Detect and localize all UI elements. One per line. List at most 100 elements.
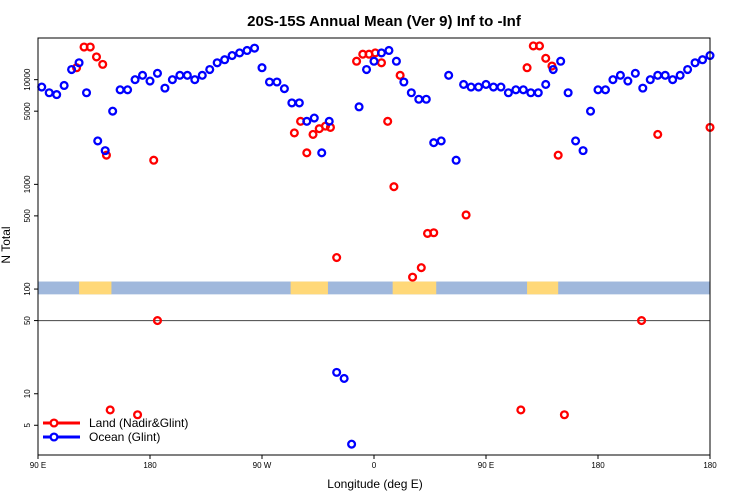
point-series-1-20 [190, 75, 200, 85]
y-tick-label-4: 500 [23, 209, 32, 223]
point-series-1-54 [444, 70, 454, 80]
y-tick-label-2: 50 [23, 316, 32, 325]
point-series-1-81 [645, 75, 655, 85]
point-series-1-82 [653, 70, 663, 80]
point-series-1-7 [93, 136, 103, 146]
x-tick-label-1: 180 [143, 461, 157, 470]
point-series-1-24 [220, 55, 230, 65]
point-series-1-34 [294, 98, 304, 108]
point-series-1-23 [212, 58, 222, 68]
point-series-1-49 [406, 88, 416, 98]
point-series-1-43 [361, 64, 372, 75]
point-series-1-51 [421, 94, 431, 104]
point-series-1-17 [167, 75, 177, 85]
point-series-1-32 [279, 84, 289, 94]
point-series-1-69 [556, 56, 566, 66]
point-series-1-52 [429, 138, 439, 148]
x-axis-label: Longitude (deg E) [327, 477, 422, 491]
point-series-1-12 [130, 75, 140, 85]
point-series-1-14 [145, 76, 155, 86]
point-series-0-30 [461, 210, 471, 220]
point-series-1-74 [593, 85, 603, 95]
point-series-0-29 [429, 228, 439, 238]
point-series-0-31 [516, 405, 526, 415]
point-series-1-0 [37, 82, 47, 92]
point-series-0-40 [653, 129, 663, 139]
y-tick-label-1: 10 [23, 389, 32, 398]
point-series-1-63 [511, 85, 521, 95]
legend: Land (Nadir&Glint)Ocean (Glint) [43, 416, 188, 444]
point-series-0-3 [91, 52, 102, 62]
point-series-1-44 [369, 56, 379, 66]
point-series-1-57 [466, 82, 476, 92]
point-series-1-80 [638, 83, 648, 93]
data-points [37, 41, 715, 449]
point-series-0-26 [408, 272, 418, 282]
point-series-0-24 [389, 182, 399, 192]
x-tick-label-0: 90 E [30, 461, 46, 470]
series-0 [72, 41, 715, 420]
band-land-2 [392, 281, 437, 295]
x-tick-label-3: 0 [372, 461, 377, 470]
point-series-1-21 [197, 70, 207, 80]
point-series-1-8 [100, 146, 110, 156]
point-series-0-25 [395, 70, 405, 80]
point-series-1-62 [503, 88, 513, 98]
legend-marker-1 [49, 432, 59, 442]
point-series-0-12 [302, 148, 312, 158]
point-series-1-27 [242, 45, 252, 56]
point-series-1-86 [683, 64, 693, 75]
legend-label-1: Ocean (Glint) [89, 430, 160, 444]
point-series-1-25 [227, 50, 237, 61]
plot-frame [37, 37, 711, 456]
point-series-1-36 [309, 113, 319, 123]
point-series-0-13 [308, 129, 318, 139]
point-series-0-38 [559, 410, 569, 420]
point-series-0-2 [85, 42, 95, 52]
point-series-1-70 [563, 88, 573, 98]
point-series-1-16 [160, 83, 170, 93]
band-land-0 [79, 281, 112, 295]
point-series-1-53 [436, 136, 446, 146]
legend-label-0: Land (Nadir&Glint) [89, 416, 188, 430]
point-series-1-19 [182, 70, 192, 80]
point-series-0-35 [541, 53, 551, 63]
point-series-1-31 [272, 77, 282, 87]
point-series-1-67 [541, 79, 551, 90]
point-series-1-65 [526, 88, 536, 98]
point-series-1-75 [600, 85, 611, 95]
point-series-0-22 [376, 58, 387, 68]
series-1 [37, 43, 715, 449]
point-series-1-83 [660, 70, 670, 80]
point-series-0-8 [149, 155, 159, 165]
point-series-1-85 [675, 70, 685, 80]
point-series-0-18 [352, 56, 362, 66]
point-series-1-28 [249, 43, 260, 53]
point-series-1-45 [376, 48, 387, 58]
point-series-1-18 [175, 70, 185, 80]
point-series-1-5 [74, 58, 84, 68]
x-tick-label-2: 90 W [253, 461, 272, 470]
point-series-1-84 [668, 75, 678, 85]
point-series-1-47 [391, 56, 401, 66]
point-series-1-61 [496, 82, 506, 92]
point-series-1-22 [205, 64, 215, 75]
point-series-0-7 [133, 410, 143, 420]
y-tick-label-0: 5 [23, 422, 32, 427]
point-series-1-77 [615, 70, 625, 80]
point-series-0-27 [416, 263, 426, 273]
x-axis-ticks: 90 E 180 90 W 0 90 E 180 180 [30, 455, 717, 470]
point-series-1-2 [52, 90, 62, 100]
point-series-1-60 [488, 82, 499, 92]
band-land-3 [527, 281, 559, 295]
y-tick-label-6: 5000 [23, 102, 32, 120]
point-series-1-4 [67, 64, 77, 75]
point-series-1-29 [257, 63, 267, 73]
point-series-1-3 [59, 80, 69, 91]
point-series-1-26 [235, 48, 245, 58]
x-tick-label-6: 180 [703, 461, 717, 470]
surface-band [38, 281, 710, 295]
point-series-1-68 [548, 64, 558, 75]
point-series-1-56 [459, 79, 469, 90]
